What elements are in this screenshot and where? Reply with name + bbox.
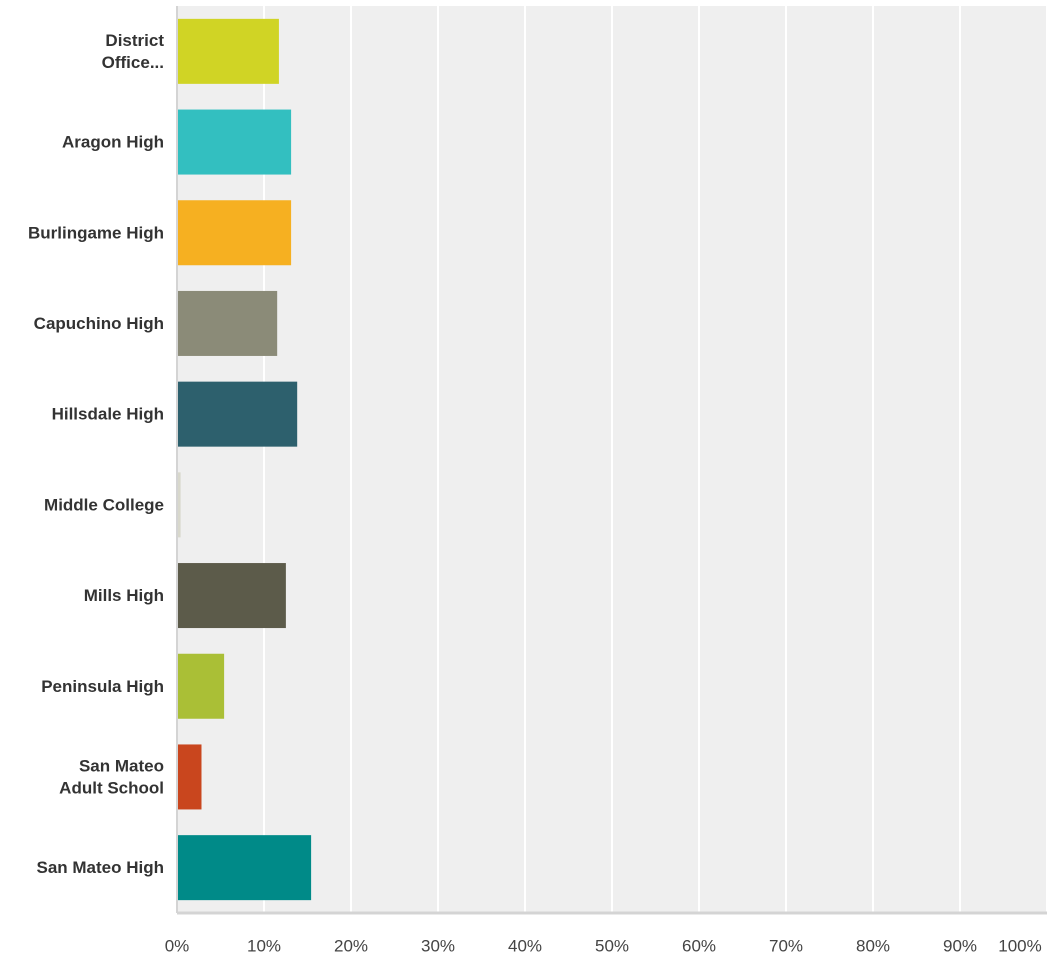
category-label: San Mateo High xyxy=(36,858,164,877)
category-label: District xyxy=(105,31,164,50)
bar xyxy=(178,18,279,84)
category-label: Burlingame High xyxy=(28,223,164,242)
category-label: Peninsula High xyxy=(41,677,164,696)
bar xyxy=(178,472,181,538)
bar xyxy=(178,653,225,719)
category-label: Mills High xyxy=(84,586,164,605)
x-tick-label: 10% xyxy=(247,937,281,956)
x-tick-label: 80% xyxy=(856,937,890,956)
category-label: Aragon High xyxy=(62,133,164,152)
category-label: Hillsdale High xyxy=(52,405,164,424)
category-label: Office... xyxy=(102,53,164,72)
bar xyxy=(178,381,298,447)
bar xyxy=(178,563,286,629)
x-tick-label: 90% xyxy=(943,937,977,956)
category-label: Capuchino High xyxy=(34,314,164,333)
bar xyxy=(178,835,312,901)
bar xyxy=(178,109,292,175)
x-tick-label: 50% xyxy=(595,937,629,956)
bar xyxy=(178,200,292,266)
category-label: Adult School xyxy=(59,778,164,797)
category-label: San Mateo xyxy=(79,756,164,775)
bar xyxy=(178,744,202,810)
x-tick-label: 30% xyxy=(421,937,455,956)
x-tick-label: 0% xyxy=(165,937,190,956)
bar xyxy=(178,290,278,356)
x-tick-label: 40% xyxy=(508,937,542,956)
x-tick-label: 60% xyxy=(682,937,716,956)
x-tick-label: 70% xyxy=(769,937,803,956)
category-label: Middle College xyxy=(44,495,164,514)
x-tick-label: 20% xyxy=(334,937,368,956)
x-tick-label: 100% xyxy=(998,937,1041,956)
